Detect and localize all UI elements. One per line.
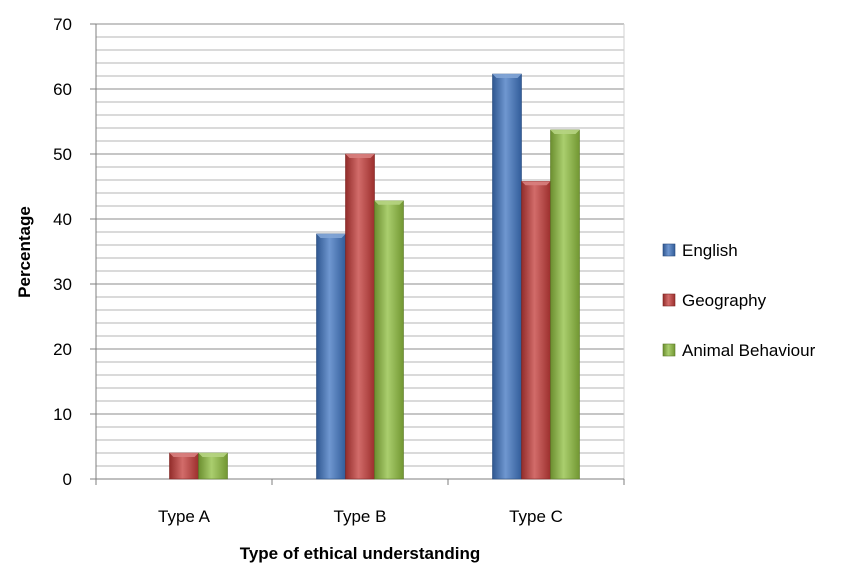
- y-tick-label: 40: [53, 210, 72, 229]
- legend-label: Animal Behaviour: [682, 341, 816, 360]
- y-tick-label: 30: [53, 275, 72, 294]
- x-tick-label: Type C: [509, 507, 563, 526]
- legend-item: Animal Behaviour: [662, 341, 816, 360]
- y-tick-label: 60: [53, 80, 72, 99]
- bar: [521, 181, 551, 480]
- bar: [316, 233, 346, 480]
- bar: [374, 200, 404, 480]
- y-tick-label: 50: [53, 145, 72, 164]
- y-tick-label: 0: [63, 470, 72, 489]
- y-axis-title: Percentage: [15, 206, 34, 298]
- bars: [169, 73, 580, 480]
- legend-label: Geography: [682, 291, 767, 310]
- y-tick-label: 10: [53, 405, 72, 424]
- x-tick-label: Type A: [158, 507, 211, 526]
- legend-swatch: [662, 293, 676, 307]
- y-tick-label: 70: [53, 15, 72, 34]
- legend: English Geography Animal Behaviour: [662, 241, 816, 360]
- legend-item: Geography: [662, 291, 767, 310]
- bar: [550, 129, 580, 480]
- x-tick-labels: Type A Type B Type C: [158, 507, 563, 526]
- bar: [169, 452, 199, 480]
- y-tick-labels: 0 10 20 30 40 50 60 70: [53, 15, 72, 489]
- bar: [198, 452, 228, 480]
- y-tick-label: 20: [53, 340, 72, 359]
- legend-swatch: [662, 243, 676, 257]
- x-axis-title: Type of ethical understanding: [240, 544, 481, 563]
- legend-item: English: [662, 241, 738, 260]
- legend-label: English: [682, 241, 738, 260]
- bar: [492, 73, 522, 480]
- bar: [345, 153, 375, 480]
- x-tick-label: Type B: [334, 507, 387, 526]
- legend-swatch: [662, 343, 676, 357]
